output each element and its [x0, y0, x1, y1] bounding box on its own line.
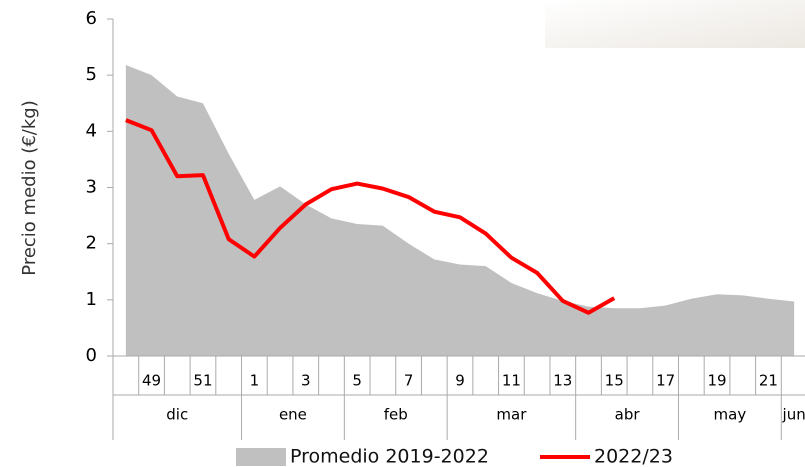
group-label: dic	[166, 406, 188, 424]
x-tick-label: 9	[455, 372, 465, 390]
y-axis-label: Precio medio (€/kg)	[19, 100, 40, 275]
x-tick-label: 51	[193, 372, 212, 390]
area	[125, 65, 795, 356]
x-tick-label: 1	[250, 372, 260, 390]
y-tick-label: 3	[86, 177, 97, 198]
y-tick-label: 1	[86, 289, 97, 310]
background-image	[545, 0, 805, 48]
group-label: ene	[279, 406, 307, 424]
x-tick-label: 13	[553, 372, 572, 390]
y-tick-label: 0	[86, 345, 97, 366]
x-tick-label: 19	[707, 372, 726, 390]
x-tick-label: 21	[759, 372, 778, 390]
group-label: mar	[496, 406, 527, 424]
y-tick-label: 2	[86, 233, 97, 254]
x-tick-label: 17	[656, 372, 675, 390]
legend-swatch	[236, 448, 286, 466]
x-tick-label: 49	[142, 372, 161, 390]
y-tick-label: 5	[86, 64, 97, 85]
group-label: jun	[782, 406, 805, 424]
x-tick-label: 15	[605, 372, 624, 390]
group-label: abr	[615, 406, 641, 424]
group-label: may	[714, 406, 747, 424]
x-tick-label: 3	[301, 372, 311, 390]
x-tick-label: 5	[352, 372, 362, 390]
y-tick-label: 6	[86, 8, 97, 29]
y-tick-label: 4	[86, 120, 97, 141]
x-tick-label: 11	[502, 372, 521, 390]
x-tick-label: 7	[404, 372, 414, 390]
line	[125, 118, 616, 315]
legend-label: Promedio 2019-2022	[290, 446, 489, 467]
legend-label: 2022/23	[594, 446, 673, 467]
group-label: feb	[384, 406, 408, 424]
